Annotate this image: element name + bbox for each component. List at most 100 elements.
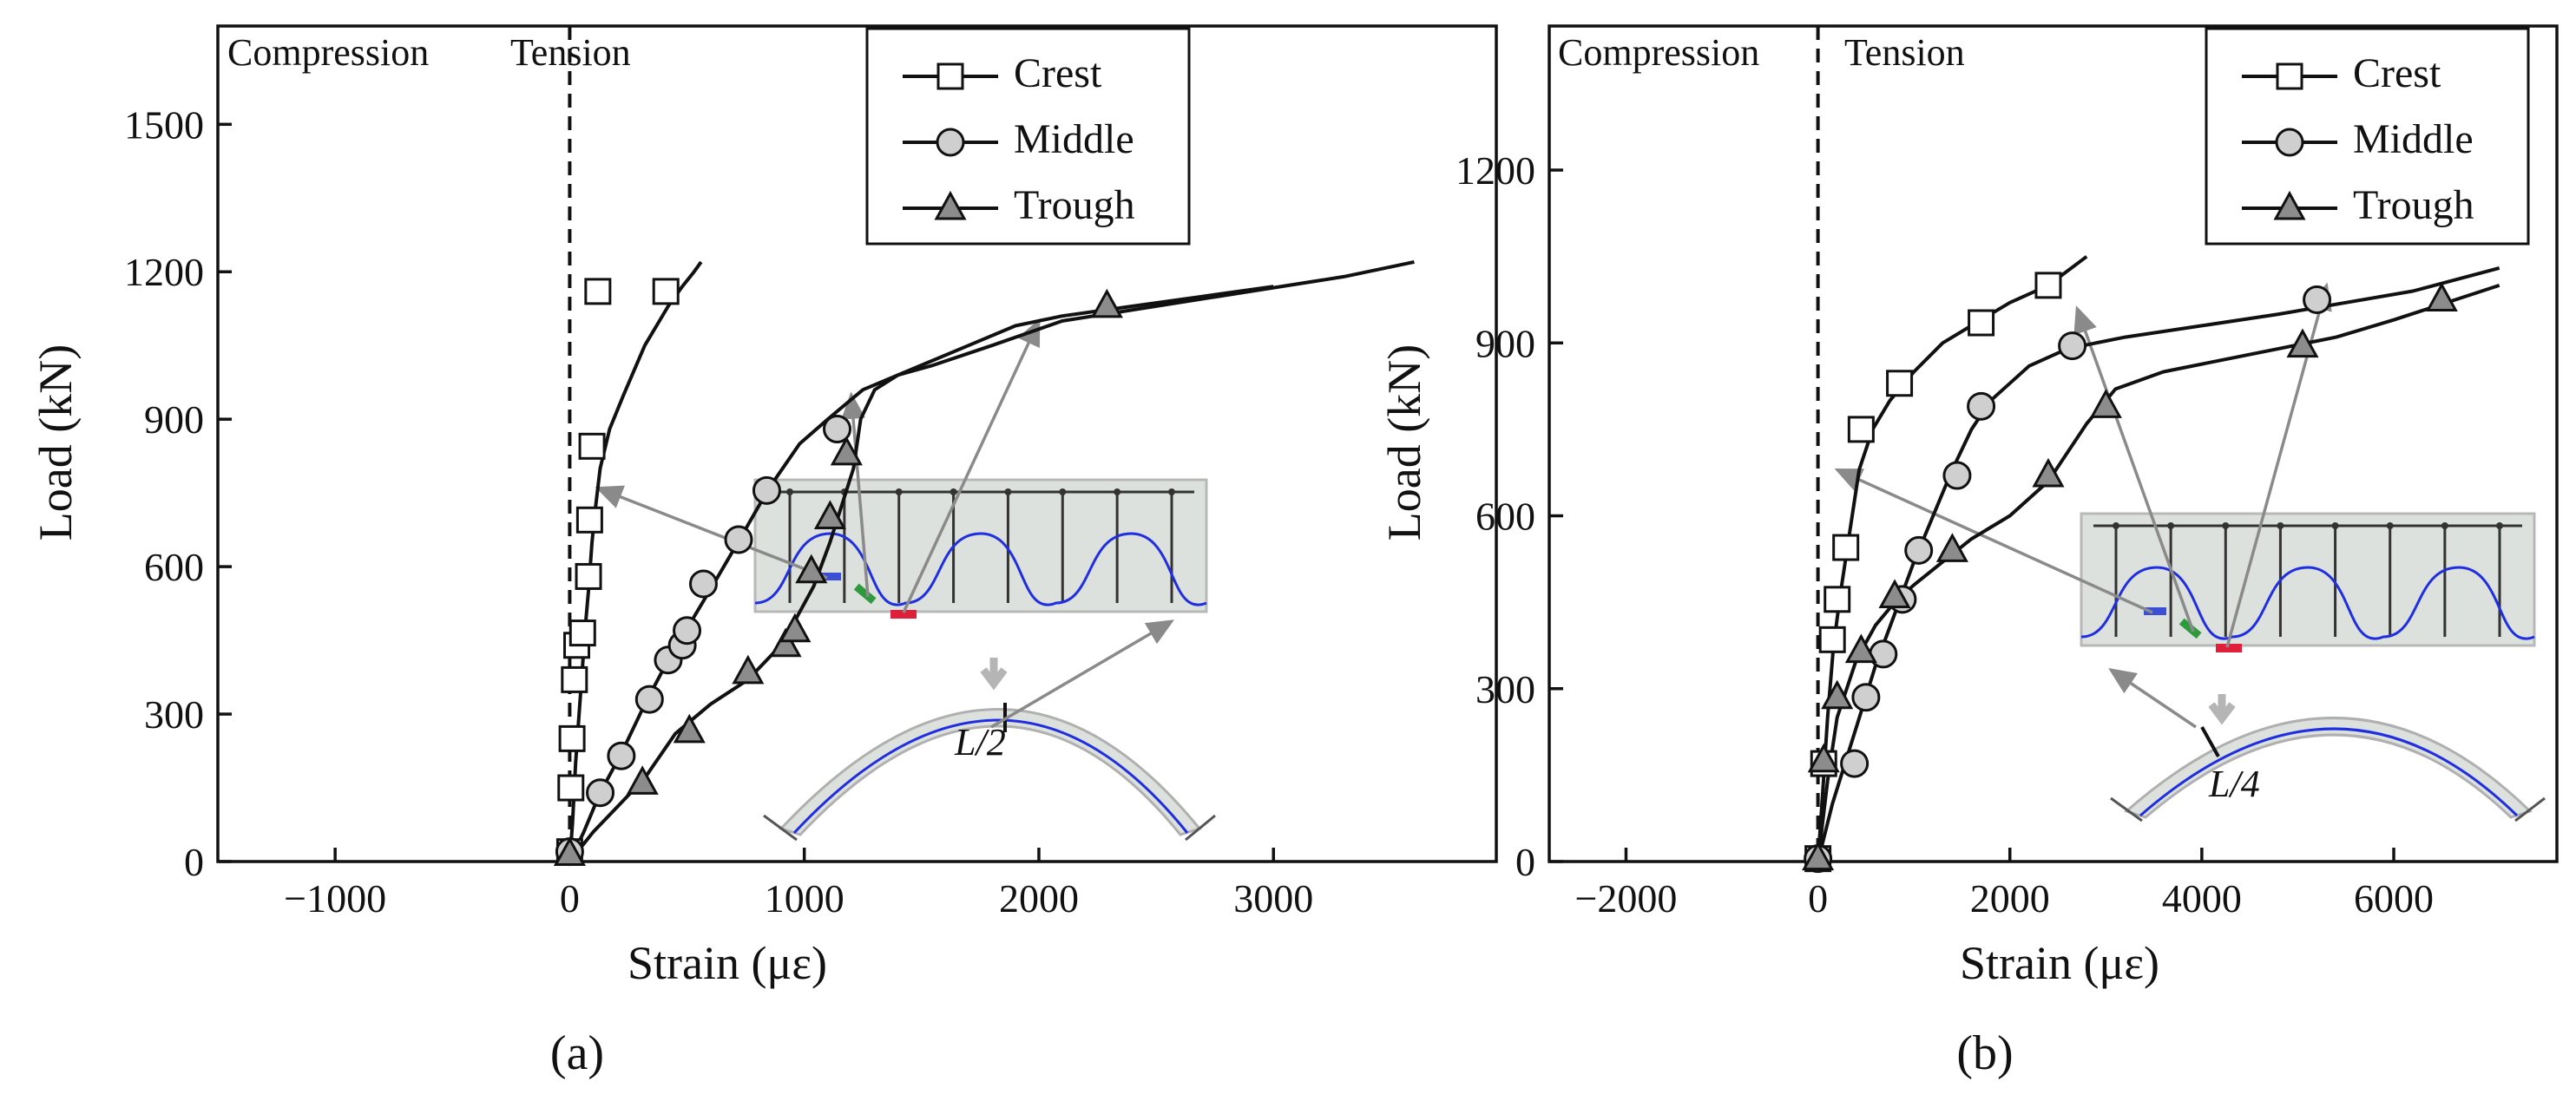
data-point-trough	[795, 554, 828, 584]
legend-label-middle-b: Middle	[2353, 116, 2474, 162]
legend-b: Crest Middle Trough	[2205, 27, 2530, 246]
arch-rib-a	[792, 718, 1189, 835]
down-arrow-b	[2208, 694, 2236, 725]
pointer-to-panel-a	[990, 619, 1175, 729]
x-tick-label: 3000	[1233, 876, 1313, 921]
y-tick-label: 300	[144, 692, 204, 737]
x-tick-label: 1000	[765, 876, 844, 921]
y-axis-label-a: Load (kN)	[30, 344, 82, 541]
data-point-trough	[769, 627, 802, 658]
inset-label-a: L/2	[954, 721, 1006, 763]
wave-profile-a	[754, 532, 1207, 606]
data-point-crest	[1886, 370, 1914, 397]
hanger-node	[2222, 522, 2230, 529]
hanger-node	[1004, 488, 1012, 495]
data-point-middle	[724, 525, 753, 554]
data-point-middle	[607, 741, 636, 770]
data-point-crest	[652, 278, 680, 305]
hanger-node	[1168, 488, 1175, 495]
data-point-crest	[1832, 534, 1860, 561]
x-tick-label: 2000	[999, 876, 1079, 921]
y-tick-label: 600	[144, 545, 204, 589]
data-point-crest	[1847, 416, 1875, 443]
data-point-trough	[732, 654, 765, 685]
chart-b: −2000 0 2000 4000 6000 0 300 600 900 1200 Compre…	[1378, 24, 2559, 1080]
data-point-trough	[830, 436, 863, 466]
legend-label-crest-b: Crest	[2353, 50, 2441, 96]
y-ticks-b: 0 300 600 900 1200	[1456, 148, 1563, 884]
data-point-middle	[2303, 285, 2332, 314]
series-line-middle	[1816, 265, 2500, 862]
data-point-trough	[2089, 389, 2122, 418]
data-point-trough	[1807, 743, 1840, 773]
legend-label-trough-b: Trough	[2353, 182, 2474, 228]
series-markers-a	[553, 278, 1123, 867]
x-ticks-b: −2000 0 2000 4000 6000	[1574, 848, 2434, 921]
y-axis-label-b: Load (kN)	[1378, 344, 1430, 541]
x-tick-label: −2000	[1574, 876, 1677, 921]
y-tick-label: 1200	[1456, 148, 1535, 193]
x-tick-label: −1000	[284, 876, 386, 921]
support-right-b	[2514, 796, 2546, 822]
y-ticks-a: 0 300 600 900 1200 1500	[124, 102, 232, 884]
x-tick-label: 0	[560, 876, 580, 921]
data-point-crest	[557, 774, 585, 802]
y-tick-label: 0	[184, 840, 204, 884]
data-point-middle	[823, 415, 852, 444]
data-point-middle	[1851, 683, 1881, 712]
data-point-middle	[673, 616, 702, 646]
data-point-trough	[2032, 457, 2065, 488]
y-tick-label: 1200	[124, 250, 204, 294]
x-axis-label-a: Strain (με)	[628, 937, 827, 989]
legend-marker-trough	[2273, 190, 2306, 220]
pointer-to-arch-b	[2108, 668, 2197, 729]
hanger-node	[950, 488, 957, 495]
legend-marker-middle	[2275, 128, 2304, 157]
y-tick-label: 600	[1475, 495, 1535, 539]
data-point-crest	[1968, 309, 1995, 337]
data-point-trough	[1844, 633, 1877, 664]
data-point-crest	[558, 724, 586, 752]
data-point-trough	[1090, 288, 1123, 318]
tension-label-a: Tension	[510, 31, 631, 74]
series-line-middle	[568, 285, 1274, 862]
pointer-arrow	[902, 318, 1041, 613]
chart-a: −1000 0 1000 2000 3000 0 300 600 900 1200 1500 Co…	[30, 24, 1498, 1080]
hanger-node	[1059, 488, 1067, 495]
data-point-middle	[1904, 535, 1934, 565]
hanger-node	[2441, 522, 2448, 529]
legend-marker-middle	[936, 128, 965, 157]
hanger-node	[2331, 522, 2339, 529]
data-point-crest	[1818, 626, 1846, 653]
legend-label-crest-a: Crest	[1014, 50, 1102, 96]
legend-label-trough-a: Trough	[1014, 182, 1135, 228]
support-right-a	[1185, 814, 1216, 842]
x-tick-label: 6000	[2354, 876, 2434, 921]
hanger-node	[2113, 522, 2119, 529]
gauge-trough-a	[890, 610, 917, 619]
data-point-trough	[1878, 579, 1911, 608]
data-point-middle	[752, 475, 781, 505]
data-point-middle	[586, 778, 615, 808]
data-point-middle	[1869, 639, 1898, 669]
data-point-trough	[673, 713, 706, 744]
gauge-middle-a	[853, 583, 877, 605]
gauge-crest-a	[818, 573, 841, 580]
y-tick-label: 300	[1475, 667, 1535, 711]
data-point-crest	[568, 619, 596, 647]
hanger-node	[2167, 522, 2175, 529]
data-point-trough	[2425, 282, 2458, 311]
data-point-middle	[1840, 749, 1870, 778]
compression-label-a: Compression	[227, 31, 429, 74]
data-point-crest	[575, 506, 603, 534]
section-mark-b	[2200, 726, 2220, 757]
data-point-trough	[2286, 328, 2319, 358]
data-point-middle	[688, 569, 718, 599]
inset-panel-a	[753, 478, 1208, 613]
hanger-node	[786, 488, 793, 495]
data-point-middle	[634, 685, 664, 714]
data-point-middle	[2058, 331, 2087, 361]
data-point-crest	[575, 562, 602, 590]
panel-label-b: (b)	[1956, 1026, 2013, 1080]
